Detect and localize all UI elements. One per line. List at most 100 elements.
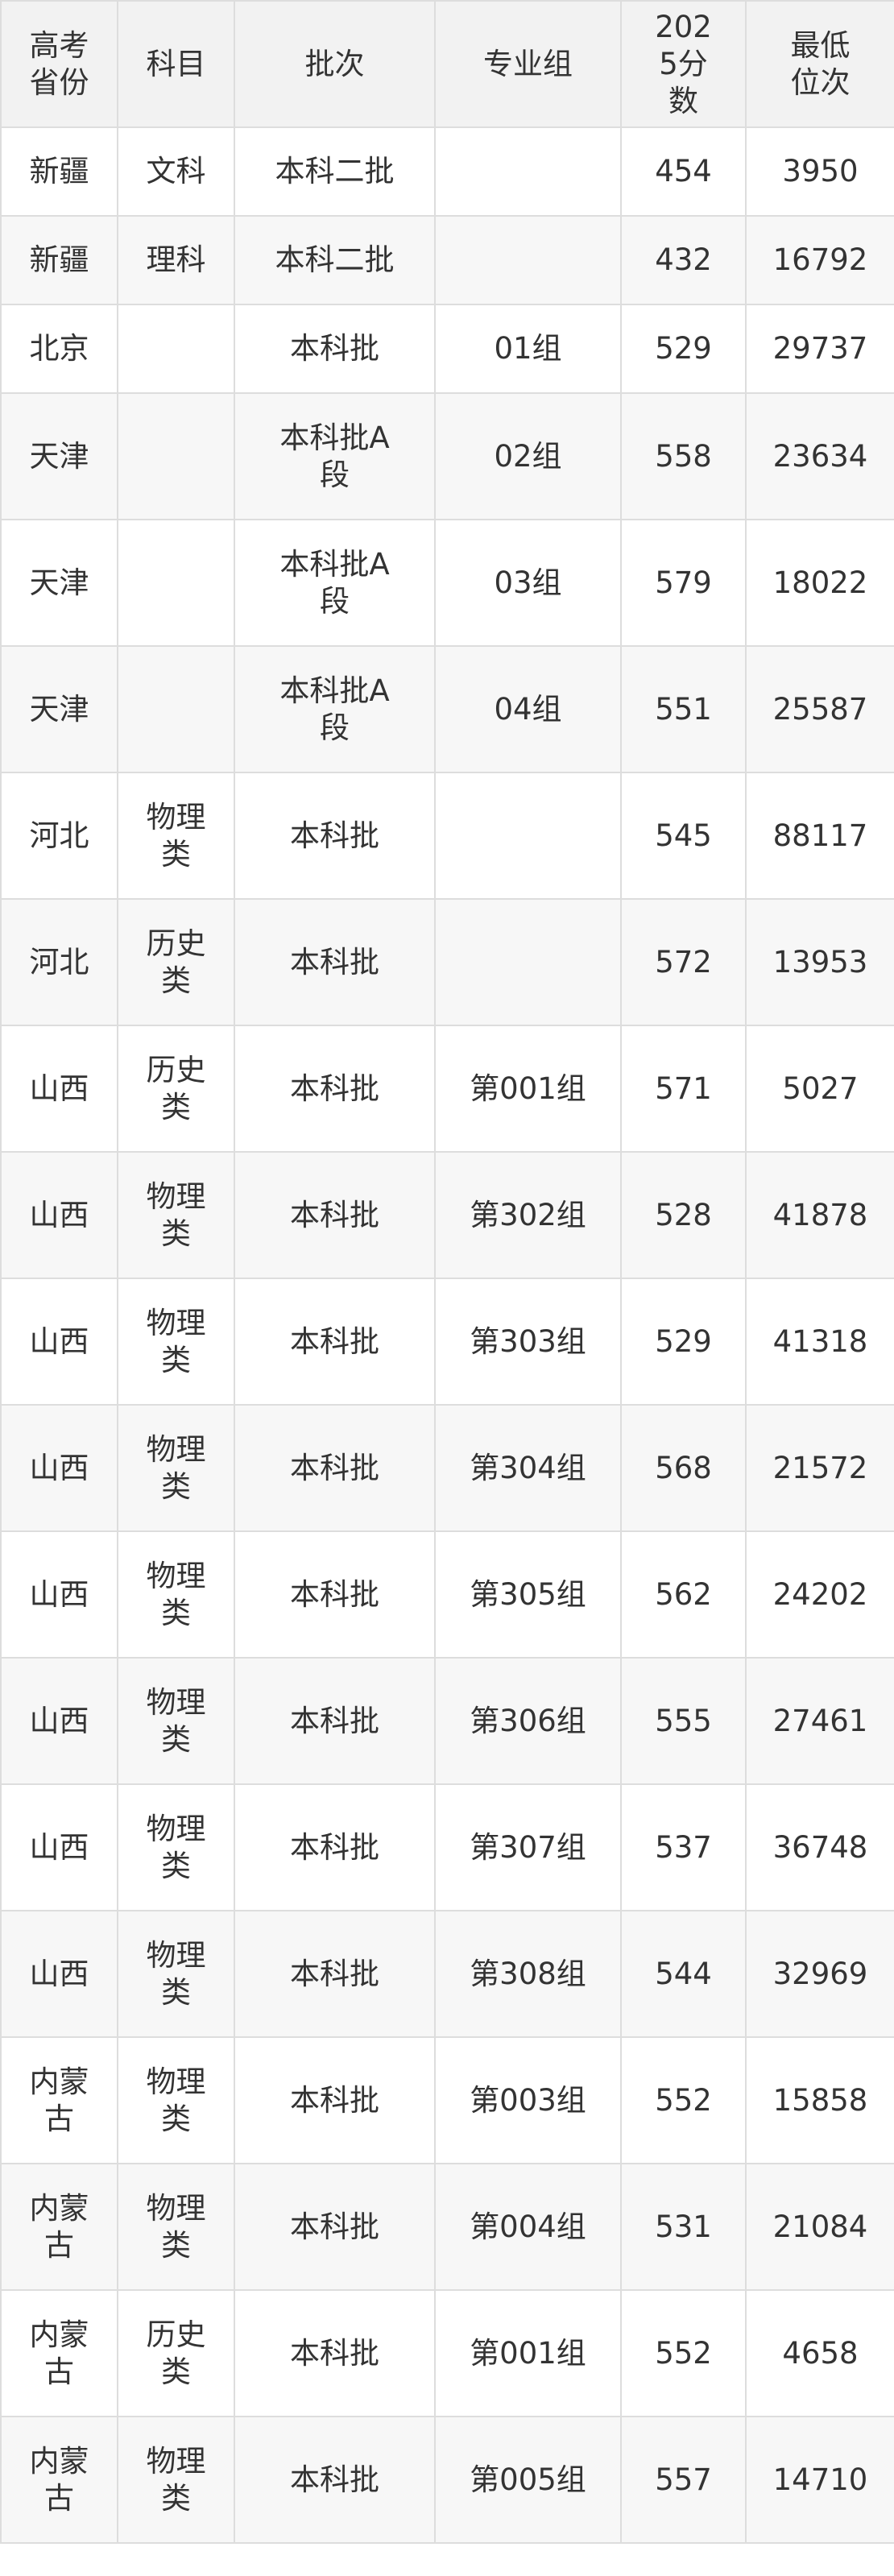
table-row: 新疆 文科 本科二批 454 3950 (0, 126, 894, 217)
table-cell: 第302组 (434, 1151, 622, 1279)
cell-text: 天津 (29, 438, 89, 474)
cell-text: 物理类 (146, 1937, 206, 2010)
cell-text: 03组 (494, 565, 562, 600)
cell-text: 历史类 (146, 926, 206, 998)
cell-text: 山西 (29, 1576, 89, 1612)
table-cell: 571 (620, 1025, 747, 1153)
cell-text: 本科批A段 (279, 673, 390, 745)
table-cell: 36748 (745, 1783, 894, 1911)
header-text: 高考省份 (29, 27, 89, 100)
table-cell: 山西 (0, 1404, 118, 1532)
cell-text: 562 (655, 1576, 712, 1612)
table-cell: 545 (620, 772, 747, 900)
cell-text: 36748 (772, 1829, 868, 1865)
table-cell: 本科批 (234, 772, 436, 900)
table-row: 新疆 理科 本科二批 432 16792 (0, 215, 894, 305)
table-cell: 88117 (745, 772, 894, 900)
table-row: 山西 物理类 本科批 第304组 568 21572 (0, 1404, 894, 1532)
cell-text: 16792 (772, 242, 868, 277)
header-text: 科目 (146, 46, 206, 81)
table-cell: 18022 (745, 519, 894, 647)
cell-text: 物理类 (146, 799, 206, 872)
table-row: 山西 物理类 本科批 第305组 562 24202 (0, 1530, 894, 1659)
cell-text: 13953 (772, 944, 868, 979)
cell-text: 21572 (772, 1450, 868, 1485)
header-text: 批次 (304, 46, 365, 81)
table-cell: 本科二批 (234, 215, 436, 305)
table-cell: 本科批 (234, 1910, 436, 2038)
table-cell: 第305组 (434, 1530, 622, 1659)
table-cell: 本科批 (234, 1404, 436, 1532)
cell-text: 568 (655, 1450, 712, 1485)
table-row: 山西 物理类 本科批 第302组 528 41878 (0, 1151, 894, 1279)
cell-text: 3950 (782, 154, 859, 188)
cell-text: 25587 (772, 691, 868, 727)
table-cell: 物理类 (117, 1151, 235, 1279)
cell-text: 本科批 (290, 331, 379, 366)
table-cell: 山西 (0, 1910, 118, 2038)
cell-text: 山西 (29, 1071, 89, 1106)
table-cell: 物理类 (117, 1657, 235, 1785)
cell-text: 4658 (782, 2335, 859, 2371)
table-cell: 山西 (0, 1025, 118, 1153)
cell-text: 第307组 (470, 1829, 586, 1865)
cell-text: 第308组 (470, 1956, 586, 1991)
header-cell: 批次 (234, 0, 436, 128)
table-cell: 新疆 (0, 126, 118, 217)
cell-text: 本科批A段 (279, 546, 390, 619)
cell-text: 山西 (29, 1197, 89, 1232)
cell-text: 41318 (772, 1323, 868, 1359)
cell-text: 557 (655, 2462, 712, 2497)
cell-text: 本科批 (290, 1197, 379, 1232)
table-cell: 天津 (0, 519, 118, 647)
cell-text: 历史类 (146, 2317, 206, 2389)
cell-text: 本科批 (290, 1071, 379, 1106)
cell-text: 第005组 (470, 2462, 586, 2497)
cell-text: 物理类 (146, 1178, 206, 1251)
table-cell (434, 215, 622, 305)
header-text: 专业组 (483, 46, 573, 81)
cell-text: 本科二批 (275, 154, 395, 188)
table-cell (117, 304, 235, 394)
cell-text: 529 (655, 331, 712, 366)
table-row: 山西 物理类 本科批 第307组 537 36748 (0, 1783, 894, 1911)
table-row: 天津 本科批A段 03组 579 18022 (0, 519, 894, 647)
table-row: 北京 本科批 01组 529 29737 (0, 304, 894, 394)
table-cell: 537 (620, 1783, 747, 1911)
table-cell (434, 126, 622, 217)
table-cell: 15858 (745, 2036, 894, 2164)
cell-text: 河北 (29, 818, 89, 853)
table-cell: 5027 (745, 1025, 894, 1153)
table-cell (117, 519, 235, 647)
cell-text: 内蒙古 (29, 2190, 89, 2263)
cell-text: 河北 (29, 944, 89, 979)
table-cell: 14710 (745, 2416, 894, 2544)
table-cell: 物理类 (117, 2416, 235, 2544)
table-cell: 555 (620, 1657, 747, 1785)
cell-text: 27461 (772, 1703, 868, 1738)
table-cell: 529 (620, 1278, 747, 1406)
cell-text: 04组 (494, 691, 562, 727)
table-row: 山西 历史类 本科批 第001组 571 5027 (0, 1025, 894, 1153)
table-cell: 历史类 (117, 1025, 235, 1153)
table-cell: 理科 (117, 215, 235, 305)
cell-text: 山西 (29, 1829, 89, 1865)
table-cell: 03组 (434, 519, 622, 647)
table-cell: 432 (620, 215, 747, 305)
table-cell: 本科批 (234, 2416, 436, 2544)
table-cell: 16792 (745, 215, 894, 305)
cell-text: 本科批 (290, 2462, 379, 2497)
table-cell: 内蒙古 (0, 2289, 118, 2417)
cell-text: 15858 (772, 2082, 868, 2118)
table-cell: 568 (620, 1404, 747, 1532)
cell-text: 物理类 (146, 1558, 206, 1630)
header-cell: 高考省份 (0, 0, 118, 128)
table-cell: 河北 (0, 898, 118, 1026)
cell-text: 本科批A段 (279, 420, 390, 492)
table-cell: 13953 (745, 898, 894, 1026)
table-row: 内蒙古 物理类 本科批 第005组 557 14710 (0, 2416, 894, 2544)
cell-text: 第303组 (470, 1323, 586, 1359)
cell-text: 537 (655, 1829, 712, 1865)
cell-text: 内蒙古 (29, 2443, 89, 2516)
